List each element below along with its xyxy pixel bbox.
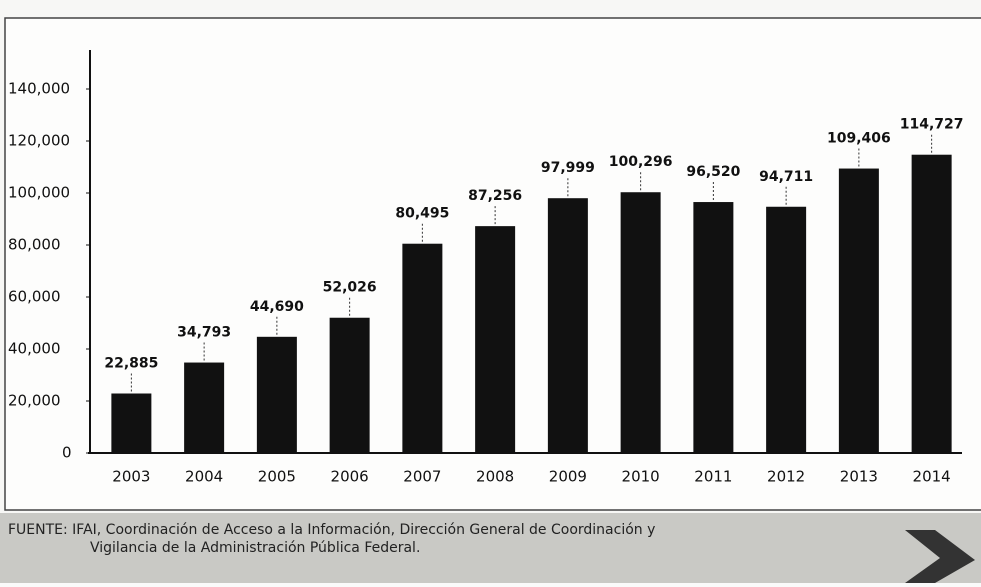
- x-tick-label: 2010: [622, 468, 660, 486]
- source-text: Vigilancia de la Administración Pública …: [90, 540, 420, 556]
- bar: [256, 336, 297, 453]
- bar: [693, 202, 734, 453]
- source-text: FUENTE: IFAI, Coordinación de Acceso a l…: [8, 522, 655, 538]
- value-label: 109,406: [827, 131, 891, 147]
- bar: [620, 192, 661, 453]
- value-label: 94,711: [759, 169, 813, 185]
- x-tick-label: 2003: [112, 468, 150, 486]
- value-label: 34,793: [177, 325, 231, 341]
- y-tick-label: 0: [62, 444, 72, 462]
- y-tick-label: 20,000: [8, 392, 61, 410]
- chevron-icon: [905, 530, 975, 583]
- x-tick-label: 2005: [258, 468, 296, 486]
- bar: [111, 393, 152, 453]
- value-label: 52,026: [323, 280, 377, 296]
- value-label: 96,520: [686, 164, 740, 180]
- bar: [402, 243, 443, 453]
- bar: [911, 154, 952, 454]
- x-tick-label: 2014: [913, 468, 951, 486]
- value-label: 100,296: [609, 154, 673, 170]
- value-label: 80,495: [395, 206, 449, 222]
- value-label: 87,256: [468, 188, 522, 204]
- x-tick-label: 2006: [331, 468, 369, 486]
- value-label: 114,727: [900, 117, 964, 133]
- y-tick-label: 140,000: [8, 80, 70, 98]
- bar: [766, 206, 807, 453]
- x-tick-label: 2004: [185, 468, 223, 486]
- x-tick-label: 2009: [549, 468, 587, 486]
- y-tick-label: 100,000: [8, 184, 70, 202]
- bar: [475, 226, 516, 453]
- y-tick-label: 120,000: [8, 132, 70, 150]
- x-tick-label: 2007: [403, 468, 441, 486]
- bar: [329, 317, 370, 453]
- x-tick-label: 2013: [840, 468, 878, 486]
- y-tick-label: 40,000: [8, 340, 61, 358]
- y-tick-label: 60,000: [8, 288, 61, 306]
- value-label: 44,690: [250, 299, 304, 315]
- bar: [547, 198, 588, 453]
- x-tick-label: 2008: [476, 468, 514, 486]
- value-label: 97,999: [541, 160, 595, 176]
- value-label: 22,885: [104, 355, 158, 371]
- x-tick-label: 2011: [694, 468, 732, 486]
- y-tick-label: 80,000: [8, 236, 61, 254]
- x-tick-label: 2012: [767, 468, 805, 486]
- bar: [184, 362, 225, 453]
- footer-band: [0, 513, 981, 583]
- bar: [838, 168, 879, 453]
